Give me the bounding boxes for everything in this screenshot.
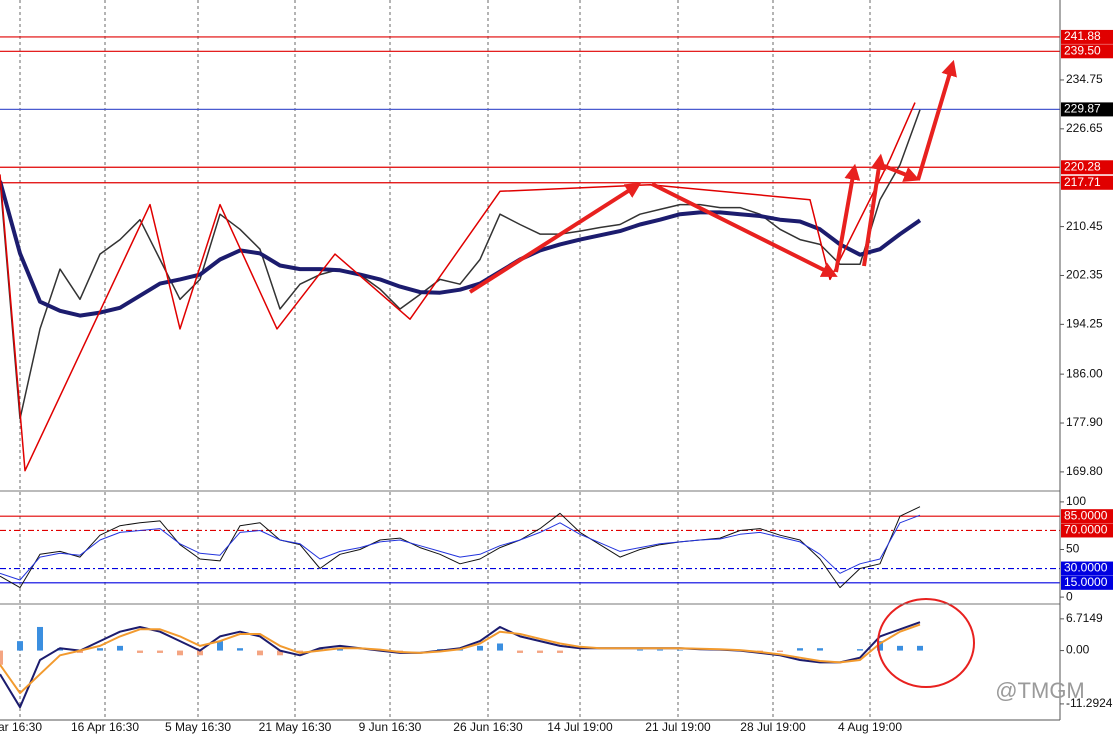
histogram-bar xyxy=(217,641,223,651)
arrows xyxy=(468,59,957,294)
arrow xyxy=(651,182,838,277)
y-tick-label: 177.90 xyxy=(1066,415,1103,429)
histogram-bar xyxy=(777,650,783,652)
x-tick-label: 4 Aug 19:00 xyxy=(838,720,902,734)
y-tick-label: 6.7149 xyxy=(1066,611,1103,625)
level-label-box xyxy=(1061,102,1113,117)
x-tick-label: 21 May 16:30 xyxy=(259,720,332,734)
y-tick-label: 210.45 xyxy=(1066,219,1103,233)
arrow xyxy=(883,164,920,182)
y-tick-label: 0 xyxy=(1066,589,1073,603)
level-label-box xyxy=(1061,29,1113,44)
histogram-bar xyxy=(657,649,663,651)
histogram-bar xyxy=(0,650,3,665)
level-label: 15.0000 xyxy=(1064,575,1108,589)
histogram-bar xyxy=(57,648,63,651)
level-label-box xyxy=(1061,160,1113,175)
x-tick-label: 14 Jul 19:00 xyxy=(547,720,613,734)
watermark: @TMGM xyxy=(995,678,1085,703)
histogram-bar xyxy=(897,645,903,651)
grid xyxy=(19,0,871,720)
y-tick-label: 194.25 xyxy=(1066,317,1103,331)
x-tick-label: 5 May 16:30 xyxy=(165,720,231,734)
histogram-bar xyxy=(277,650,283,656)
level-label: 220.28 xyxy=(1064,159,1101,173)
histogram-bar xyxy=(537,650,543,653)
histogram-bar xyxy=(137,650,143,653)
level-label: 241.88 xyxy=(1064,29,1101,43)
histogram-bar xyxy=(117,645,123,651)
level-label-box xyxy=(1061,509,1113,524)
y-tick-label: 226.65 xyxy=(1066,121,1103,135)
x-tick-label: 16 Apr 16:30 xyxy=(71,720,139,734)
highlight-circle xyxy=(877,598,975,688)
histogram-bar xyxy=(77,650,83,653)
histogram-bar xyxy=(257,650,263,656)
axes: 234.75 226.65 210.45 202.35 194.25 186.00 177.… xyxy=(0,29,1113,734)
histogram-bar xyxy=(877,641,883,651)
histogram-bar xyxy=(297,650,303,653)
histogram-bar xyxy=(497,643,503,651)
histogram-bar xyxy=(17,641,23,651)
histogram-bar xyxy=(337,648,343,651)
level-label: 85.0000 xyxy=(1064,508,1108,522)
histogram-bar xyxy=(797,648,803,651)
x-tick-label: 21 Jul 19:00 xyxy=(645,720,711,734)
arrow xyxy=(916,59,957,181)
histogram-bar xyxy=(97,648,103,651)
histogram-bar xyxy=(557,650,563,653)
arrow xyxy=(468,182,642,294)
x-tick-label: 9 Jun 16:30 xyxy=(359,720,422,734)
histogram-bar xyxy=(37,626,43,651)
x-tick-label: ar 16:30 xyxy=(0,720,42,734)
y-tick-label: 50 xyxy=(1066,542,1080,556)
level-label: 30.0000 xyxy=(1064,561,1108,575)
histogram-bar xyxy=(817,648,823,651)
level-label-box xyxy=(1061,523,1113,538)
series-line xyxy=(0,623,921,695)
arrow xyxy=(834,163,861,273)
y-tick-label: 169.80 xyxy=(1066,464,1103,478)
histogram-bar xyxy=(177,650,183,656)
level-label-box xyxy=(1061,175,1113,190)
y-tick-label: 0.00 xyxy=(1066,643,1090,657)
x-tick-label: 28 Jul 19:00 xyxy=(740,720,806,734)
histogram-bar xyxy=(237,648,243,651)
level-label: 229.87 xyxy=(1064,102,1101,116)
histogram-bar xyxy=(477,645,483,651)
y-tick-label: 234.75 xyxy=(1066,72,1103,86)
y-tick-label: 100 xyxy=(1066,494,1086,508)
histogram-bar xyxy=(157,650,163,653)
level-label-box xyxy=(1061,44,1113,59)
level-label: 239.50 xyxy=(1064,43,1101,57)
y-tick-label: 186.00 xyxy=(1066,366,1103,380)
level-label: 217.71 xyxy=(1064,175,1101,189)
histogram-bar xyxy=(317,648,323,651)
series-line xyxy=(0,514,921,581)
x-tick-label: 26 Jun 16:30 xyxy=(453,720,523,734)
level-label: 70.0000 xyxy=(1064,523,1108,537)
histogram-bar xyxy=(857,649,863,651)
y-tick-label: 202.35 xyxy=(1066,268,1103,282)
histogram-bar xyxy=(517,650,523,653)
level-label-box xyxy=(1061,561,1113,576)
series-line xyxy=(0,180,922,318)
histogram-bar xyxy=(197,650,203,656)
level-label-box xyxy=(1061,575,1113,590)
histogram-bar xyxy=(917,645,923,651)
y-tick-label: -11.2924 xyxy=(1066,696,1113,710)
arrow xyxy=(862,153,887,267)
histogram-bar xyxy=(637,649,643,651)
series-line xyxy=(0,506,921,589)
